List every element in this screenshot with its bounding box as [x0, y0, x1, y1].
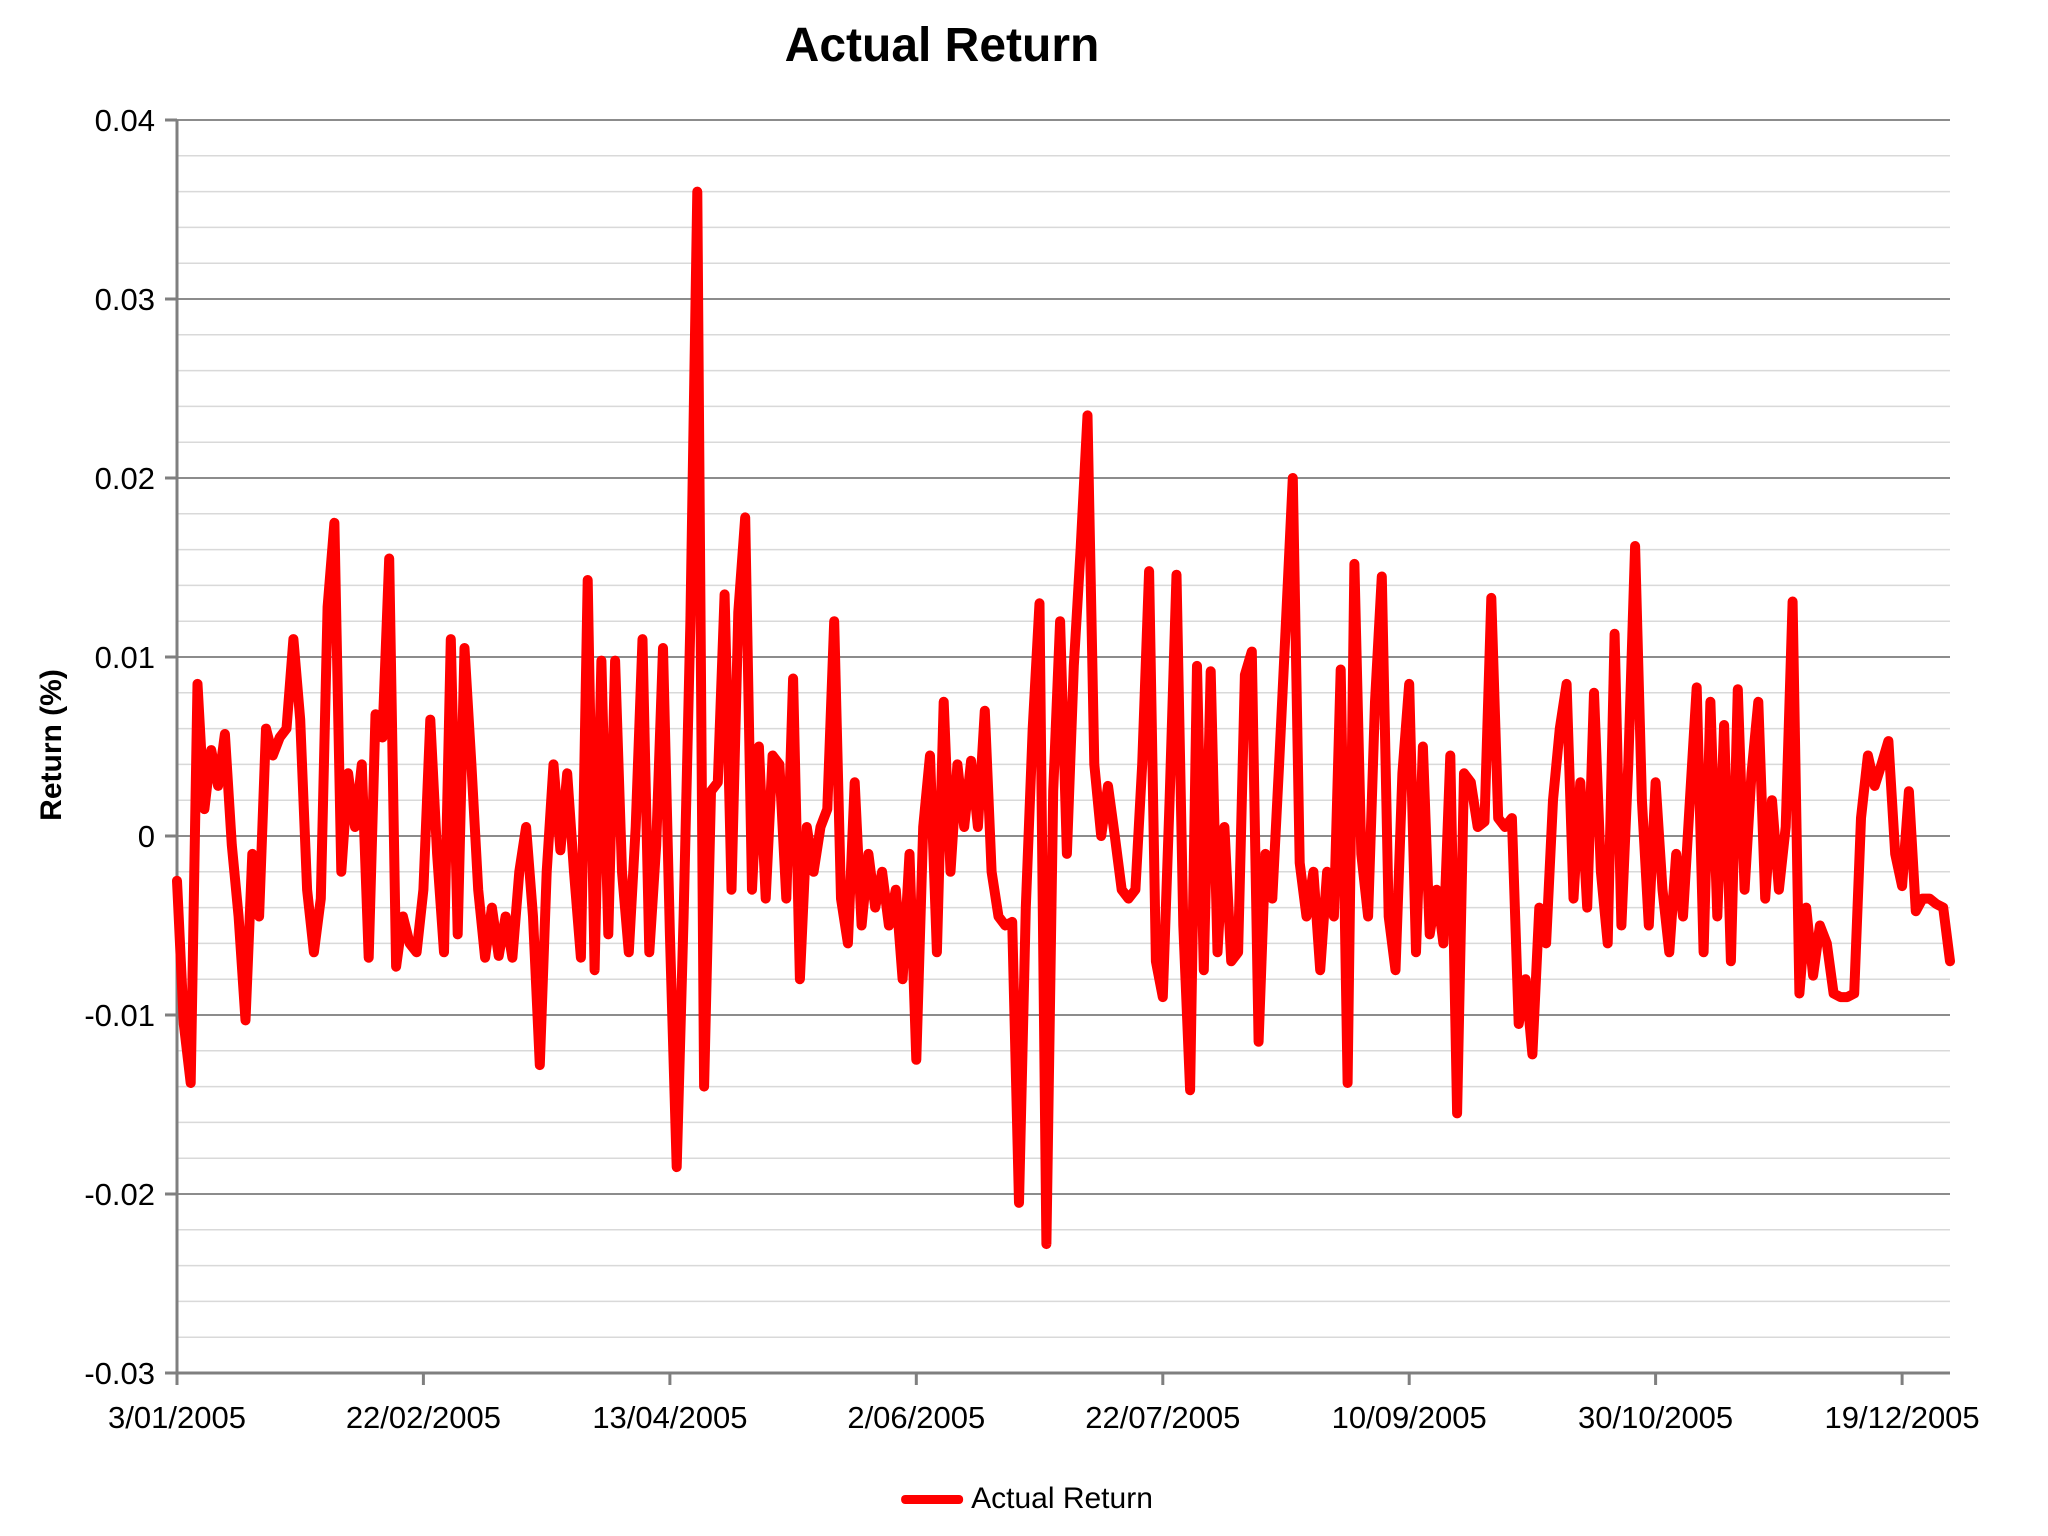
x-tick-label: 30/10/2005 — [1578, 1400, 1733, 1435]
y-tick-label: 0 — [138, 819, 155, 854]
chart-title: Actual Return — [784, 19, 1100, 72]
y-tick-label: 0.02 — [95, 461, 155, 496]
series-line-actual-return — [172, 186, 1955, 1250]
y-tick-label: 0.01 — [95, 640, 155, 675]
y-tick-label: 0.04 — [95, 103, 155, 138]
x-tick-label: 13/04/2005 — [592, 1400, 747, 1435]
x-tick-label: 10/09/2005 — [1332, 1400, 1487, 1435]
legend-line-marker — [901, 1494, 964, 1504]
x-tick-label: 19/12/2005 — [1825, 1400, 1980, 1435]
x-tick-label: 3/01/2005 — [108, 1400, 246, 1435]
x-tick-label: 22/02/2005 — [346, 1400, 501, 1435]
legend: Actual Return — [901, 1482, 1153, 1516]
legend-label: Actual Return — [971, 1482, 1153, 1515]
y-tick-label: -0.03 — [84, 1356, 155, 1391]
x-tick-label: 22/07/2005 — [1085, 1400, 1240, 1435]
y-tick-label: -0.01 — [84, 998, 155, 1033]
x-tick-label: 2/06/2005 — [847, 1400, 985, 1435]
y-tick-label: 0.03 — [95, 282, 155, 317]
y-tick-label: -0.02 — [84, 1177, 155, 1212]
